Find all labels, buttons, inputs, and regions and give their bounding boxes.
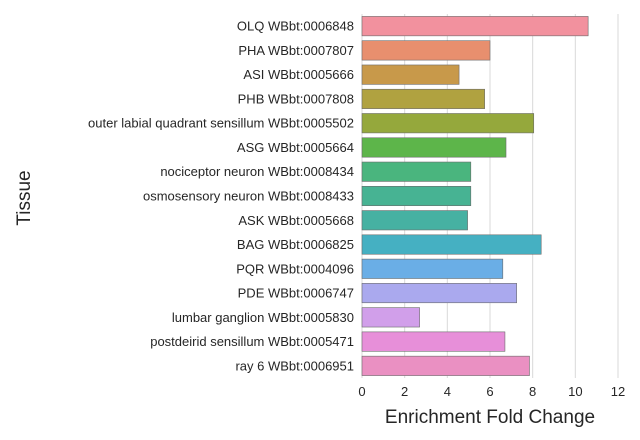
y-tick-label: osmosensory neuron WBbt:0008433 — [143, 189, 354, 204]
y-tick-label: PDE WBbt:0006747 — [238, 286, 354, 301]
y-tick-labels: OLQ WBbt:0006848 PHA WBbt:0007807 ASI WBbt… — [88, 19, 354, 374]
x-axis-title: Enrichment Fold Change — [385, 407, 595, 428]
bar — [361, 137, 507, 158]
x-tick-label: 0 — [358, 384, 365, 399]
bar — [361, 234, 542, 255]
y-tick-label: ray 6 WBbt:0006951 — [235, 358, 354, 373]
x-tick-label: 2 — [401, 384, 408, 399]
y-tick-label: ASG WBbt:0005664 — [237, 140, 354, 155]
bar — [361, 331, 506, 352]
bar — [361, 40, 491, 61]
bar — [361, 88, 485, 109]
x-tick-label: 12 — [611, 384, 625, 399]
bar — [361, 185, 472, 207]
y-tick-label: postdeirid sensillum WBbt:0005471 — [150, 334, 354, 349]
y-tick-label: outer labial quadrant sensillum WBbt:000… — [88, 116, 354, 131]
y-tick-label: nociceptor neuron WBbt:0008434 — [160, 164, 354, 179]
bar — [361, 64, 460, 85]
bar — [361, 16, 589, 37]
bar — [361, 307, 420, 328]
y-tick-label: OLQ WBbt:0006848 — [237, 19, 354, 34]
x-tick-label: 8 — [529, 384, 536, 399]
y-axis-title: Tissue — [14, 170, 35, 225]
y-tick-label: PHA WBbt:0007807 — [238, 43, 354, 58]
y-tick-label: ASK WBbt:0005668 — [238, 213, 354, 228]
x-tick-label: 10 — [568, 384, 582, 399]
y-tick-label: ASI WBbt:0005666 — [243, 67, 354, 82]
x-tick-labels: 0 2 4 6 8 10 12 — [358, 384, 625, 399]
bar — [361, 283, 517, 304]
bars — [361, 16, 589, 376]
bar — [361, 355, 530, 376]
y-tick-label: PQR WBbt:0004096 — [236, 261, 354, 276]
x-tick-label: 6 — [486, 384, 493, 399]
y-tick-label: lumbar ganglion WBbt:0005830 — [172, 310, 354, 325]
bar — [361, 210, 468, 231]
y-tick-label: PHB WBbt:0007808 — [238, 91, 354, 106]
bar — [361, 113, 535, 134]
x-tick-label: 4 — [444, 384, 451, 399]
y-tick-label: BAG WBbt:0006825 — [237, 237, 354, 252]
bar — [361, 161, 472, 182]
bar — [361, 258, 504, 279]
